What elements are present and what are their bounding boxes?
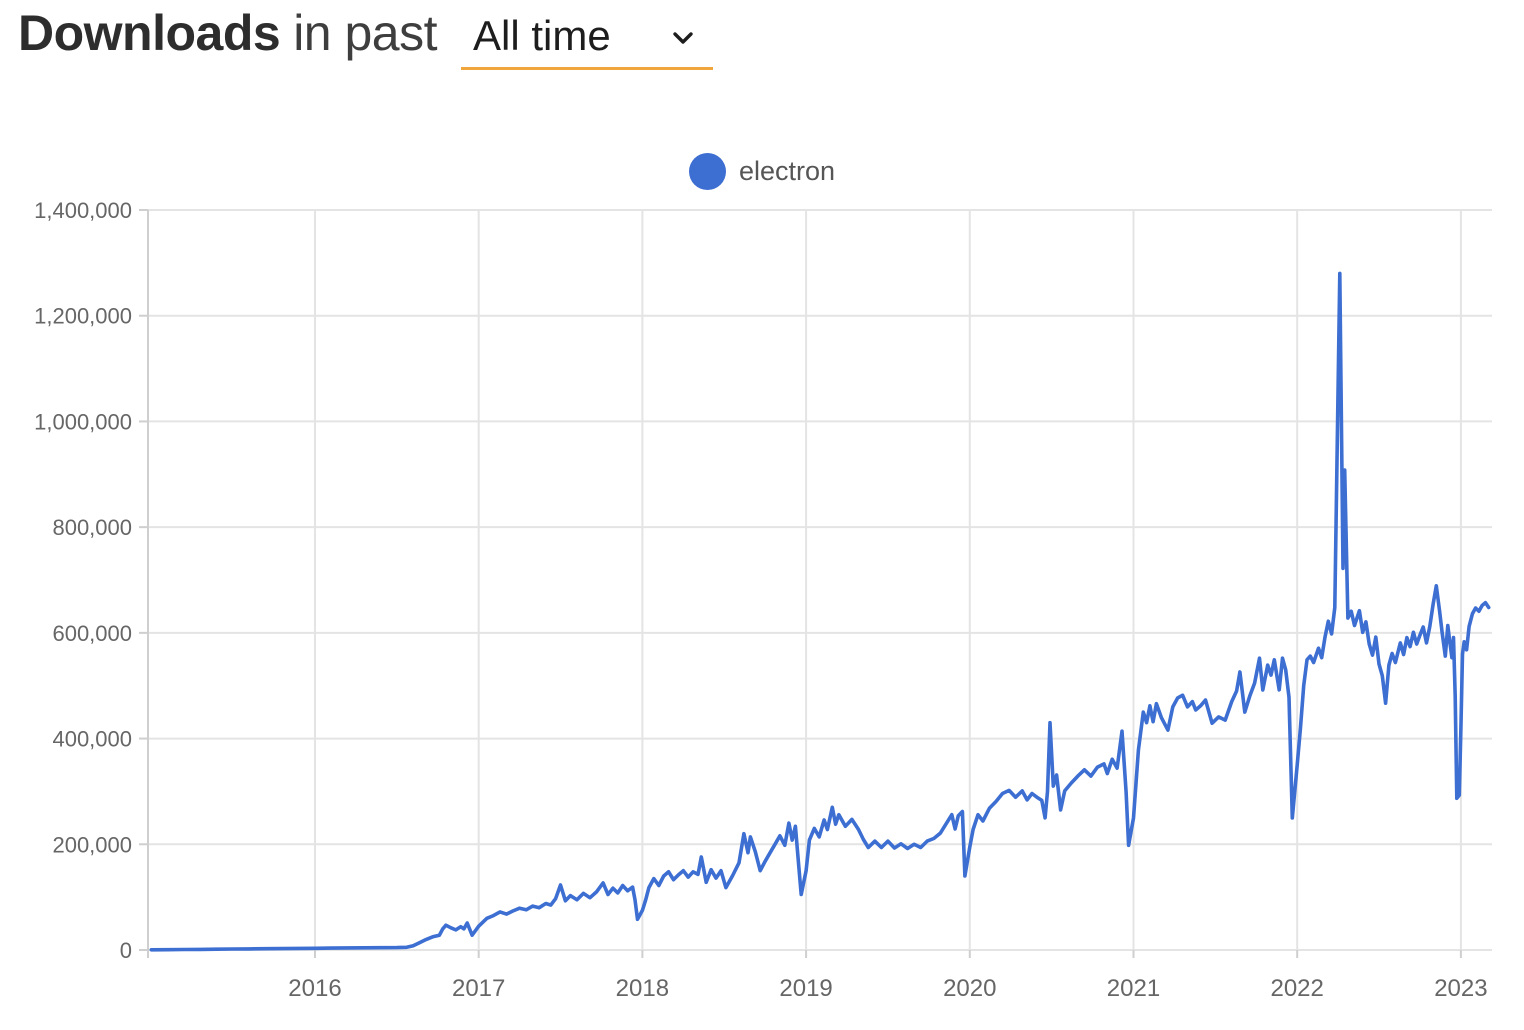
x-tick-label: 2020 (943, 975, 996, 1002)
x-tick-label: 2018 (616, 975, 669, 1002)
x-tick-label: 2023 (1434, 975, 1487, 1002)
x-tick-label: 2022 (1270, 975, 1323, 1002)
y-tick-label: 800,000 (52, 515, 132, 540)
time-range-value: All time (473, 12, 611, 59)
x-tick-label: 2016 (288, 975, 341, 1002)
y-tick-label: 200,000 (52, 832, 132, 857)
y-tick-label: 400,000 (52, 727, 132, 752)
y-tick-label: 0 (120, 938, 132, 963)
series-line-electron[interactable] (149, 271, 1491, 952)
chart-legend: electron (0, 153, 1524, 190)
series-color-dot (688, 153, 726, 190)
y-tick-label: 1,200,000 (34, 304, 132, 329)
page-title: Downloads (18, 5, 281, 61)
x-tick-label: 2021 (1107, 975, 1160, 1002)
legend-label: electron (738, 156, 836, 186)
x-tick-label: 2017 (452, 975, 505, 1002)
x-tick-label: 2019 (779, 975, 832, 1002)
chart-header: Downloads in past All time (18, 4, 714, 70)
chevron-down-icon (673, 32, 693, 44)
time-range-dropdown[interactable]: All time (461, 7, 714, 70)
y-tick-label: 600,000 (52, 621, 132, 646)
y-tick-label: 1,400,000 (34, 198, 132, 223)
y-tick-label: 1,000,000 (34, 409, 132, 434)
legend-item-electron[interactable]: electron (688, 153, 836, 190)
page-title-suffix: in past (293, 5, 438, 61)
